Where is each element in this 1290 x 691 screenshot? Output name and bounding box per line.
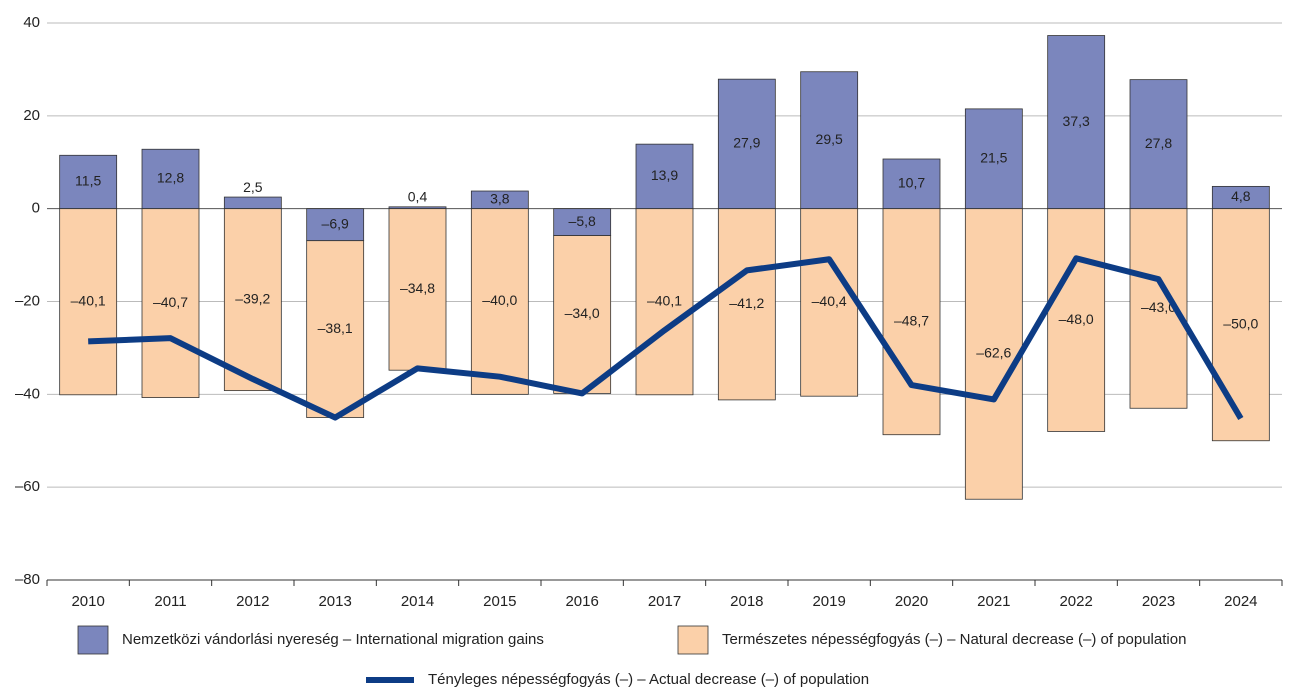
bar <box>717 208 776 401</box>
value-label: 2,5 <box>243 179 263 195</box>
value-label: –43,0 <box>1141 299 1176 315</box>
x-tick-label: 2020 <box>895 593 928 610</box>
bar <box>1047 208 1106 432</box>
bar <box>635 143 694 210</box>
value-label: 29,5 <box>816 131 843 147</box>
bar <box>470 208 529 395</box>
value-label: –39,2 <box>235 290 270 306</box>
value-label: –34,0 <box>565 305 600 321</box>
value-label: 10,7 <box>898 175 925 191</box>
bar <box>1211 208 1270 442</box>
bar <box>882 158 941 210</box>
x-tick-label: 2023 <box>1142 593 1175 610</box>
y-tick-label: –40 <box>15 385 40 402</box>
x-tick-label: 2019 <box>812 593 845 610</box>
bar <box>964 108 1023 210</box>
legend-swatch <box>677 625 709 655</box>
value-label: –5,8 <box>569 213 596 229</box>
x-tick-label: 2017 <box>648 593 681 610</box>
value-label: –40,7 <box>153 294 188 310</box>
value-label: –6,9 <box>322 215 349 231</box>
bar <box>306 240 365 418</box>
bar <box>1047 35 1106 210</box>
value-label: 13,9 <box>651 167 678 183</box>
value-label: 4,8 <box>1231 188 1251 204</box>
x-tick-label: 2012 <box>236 593 269 610</box>
bar <box>141 148 200 210</box>
bar <box>800 208 859 397</box>
legend-swatch <box>77 625 109 655</box>
y-tick-label: 0 <box>32 200 40 217</box>
bar <box>964 208 1023 500</box>
value-label: –34,8 <box>400 280 435 296</box>
value-label: 27,8 <box>1145 135 1172 151</box>
y-tick-label: –20 <box>15 292 40 309</box>
value-label: –48,0 <box>1059 311 1094 327</box>
x-tick-label: 2014 <box>401 593 434 610</box>
x-tick-label: 2024 <box>1224 593 1257 610</box>
bar <box>717 78 776 210</box>
x-tick-label: 2018 <box>730 593 763 610</box>
value-label: 27,9 <box>733 135 760 151</box>
y-tick-label: 20 <box>23 107 40 124</box>
value-label: 11,5 <box>75 173 101 189</box>
value-label: –48,7 <box>894 312 929 328</box>
bar <box>553 235 612 394</box>
value-label: –62,6 <box>976 345 1011 361</box>
bar <box>223 196 282 210</box>
value-label: 0,4 <box>408 189 428 205</box>
legend-label: Tényleges népességfogyás (–) – Actual de… <box>428 671 869 688</box>
value-label: 12,8 <box>157 170 184 186</box>
bar <box>388 208 447 371</box>
bar <box>59 208 118 396</box>
value-label: –40,4 <box>812 293 847 309</box>
y-tick-label: 40 <box>23 14 40 31</box>
bar <box>800 71 859 210</box>
bar <box>306 208 365 242</box>
x-tick-label: 2022 <box>1059 593 1092 610</box>
line <box>88 255 1244 421</box>
x-tick-label: 2013 <box>318 593 351 610</box>
x-tick-label: 2015 <box>483 593 516 610</box>
bar <box>882 208 941 436</box>
x-tick-label: 2021 <box>977 593 1010 610</box>
value-label: –40,0 <box>482 292 517 308</box>
x-tick-label: 2010 <box>71 593 104 610</box>
value-label: –40,1 <box>647 292 682 308</box>
x-tick-label: 2016 <box>565 593 598 610</box>
bar <box>141 208 200 398</box>
value-label: 3,8 <box>490 191 510 207</box>
bar <box>223 208 282 392</box>
x-tick-label: 2011 <box>154 593 186 610</box>
value-label: –41,2 <box>729 295 764 311</box>
value-label: 21,5 <box>980 149 1007 165</box>
legend-label: Nemzetközi vándorlási nyereség – Interna… <box>122 631 544 648</box>
bar <box>1129 79 1188 210</box>
y-tick-label: –80 <box>15 571 40 588</box>
bar <box>59 154 118 210</box>
value-label: –38,1 <box>318 320 353 336</box>
value-label: –50,0 <box>1223 315 1258 331</box>
value-label: 37,3 <box>1063 113 1090 129</box>
legend-label: Természetes népességfogyás (–) – Natural… <box>722 631 1186 648</box>
value-label: –40,1 <box>71 292 106 308</box>
bar <box>635 208 694 396</box>
y-tick-label: –60 <box>15 478 40 495</box>
